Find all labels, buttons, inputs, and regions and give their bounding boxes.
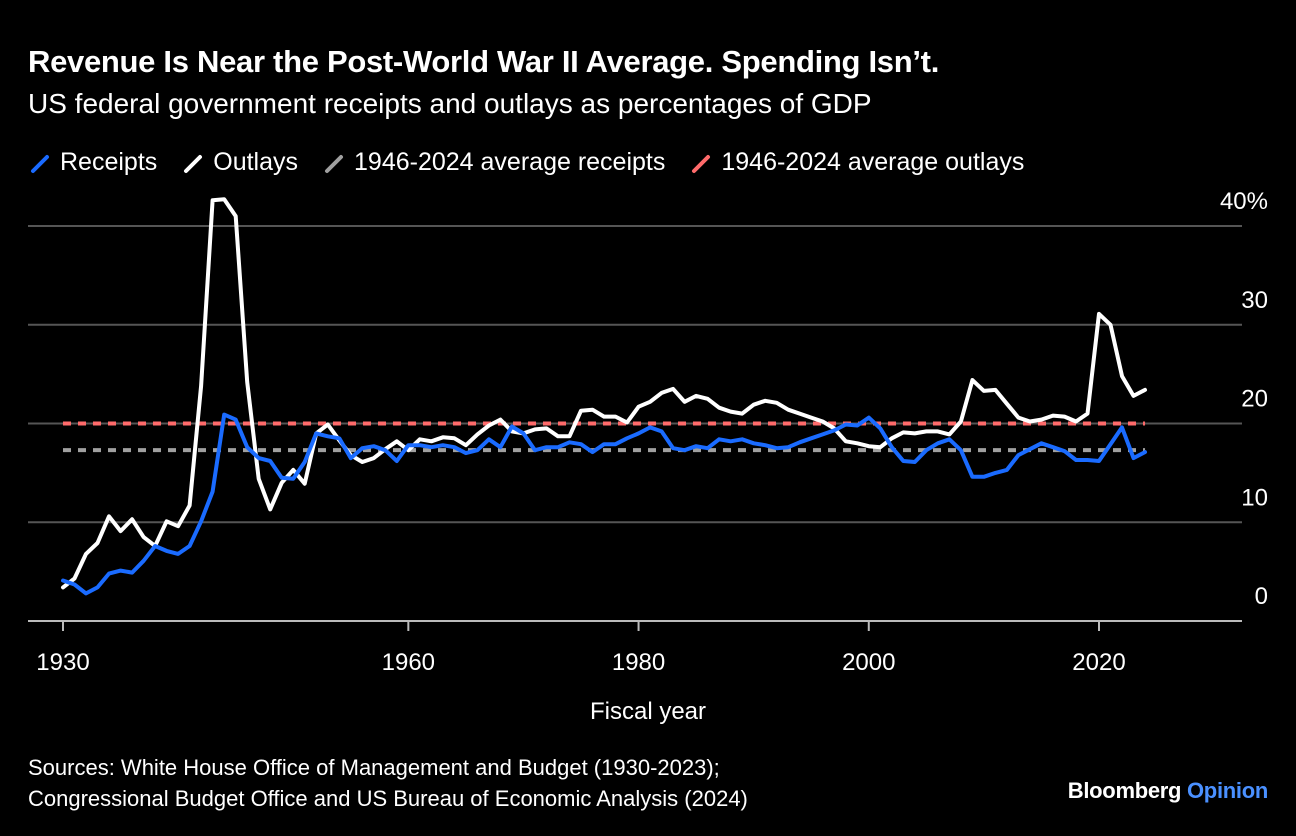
legend-label-outlays: Outlays bbox=[213, 148, 299, 176]
brand-logo: Bloomberg Opinion bbox=[1067, 778, 1269, 804]
x-axis-title: Fiscal year bbox=[590, 698, 706, 725]
legend-label-avg-outlays: 1946-2024 average outlays bbox=[721, 148, 1025, 176]
chart-legend: Receipts Outlays 1946-2024 average recei… bbox=[28, 148, 1024, 177]
chart-subtitle: US federal government receipts and outla… bbox=[28, 88, 872, 119]
x-tick-label: 1980 bbox=[612, 649, 665, 676]
legend-label-avg-receipts: 1946-2024 average receipts bbox=[354, 148, 666, 176]
legend-swatch-receipts bbox=[28, 151, 52, 175]
x-tick-label: 2000 bbox=[842, 649, 895, 676]
brand-name: Bloomberg bbox=[1067, 778, 1182, 803]
legend-label-receipts: Receipts bbox=[60, 148, 158, 176]
y-tick-label: 20 bbox=[1241, 386, 1268, 413]
series-line-receipts bbox=[61, 412, 1147, 596]
legend-item-avg-receipts: 1946-2024 average receipts bbox=[322, 148, 665, 177]
legend-swatch-avg-receipts bbox=[322, 151, 346, 175]
brand-accent: Opinion bbox=[1187, 778, 1268, 803]
y-tick-label: 0 bbox=[1255, 583, 1268, 610]
legend-item-receipts: Receipts bbox=[28, 148, 157, 177]
x-tick-label: 1930 bbox=[36, 649, 89, 676]
legend-swatch-outlays bbox=[181, 151, 205, 175]
legend-item-outlays: Outlays bbox=[181, 148, 298, 177]
y-tick-label: 40% bbox=[1220, 188, 1268, 215]
chart-title: Revenue Is Near the Post-World War II Av… bbox=[28, 44, 940, 79]
x-tick-label: 1960 bbox=[382, 649, 435, 676]
legend-item-avg-outlays: 1946-2024 average outlays bbox=[689, 148, 1024, 177]
y-tick-label: 10 bbox=[1241, 484, 1268, 511]
y-tick-label: 30 bbox=[1241, 287, 1268, 314]
x-tick-label: 2020 bbox=[1072, 649, 1125, 676]
series-line-outlays bbox=[61, 197, 1147, 590]
source-line-1: Sources: White House Office of Managemen… bbox=[28, 755, 720, 780]
legend-swatch-avg-outlays bbox=[689, 151, 713, 175]
source-line-2: Congressional Budget Office and US Burea… bbox=[28, 786, 748, 811]
source-note: Sources: White House Office of Managemen… bbox=[28, 752, 748, 814]
